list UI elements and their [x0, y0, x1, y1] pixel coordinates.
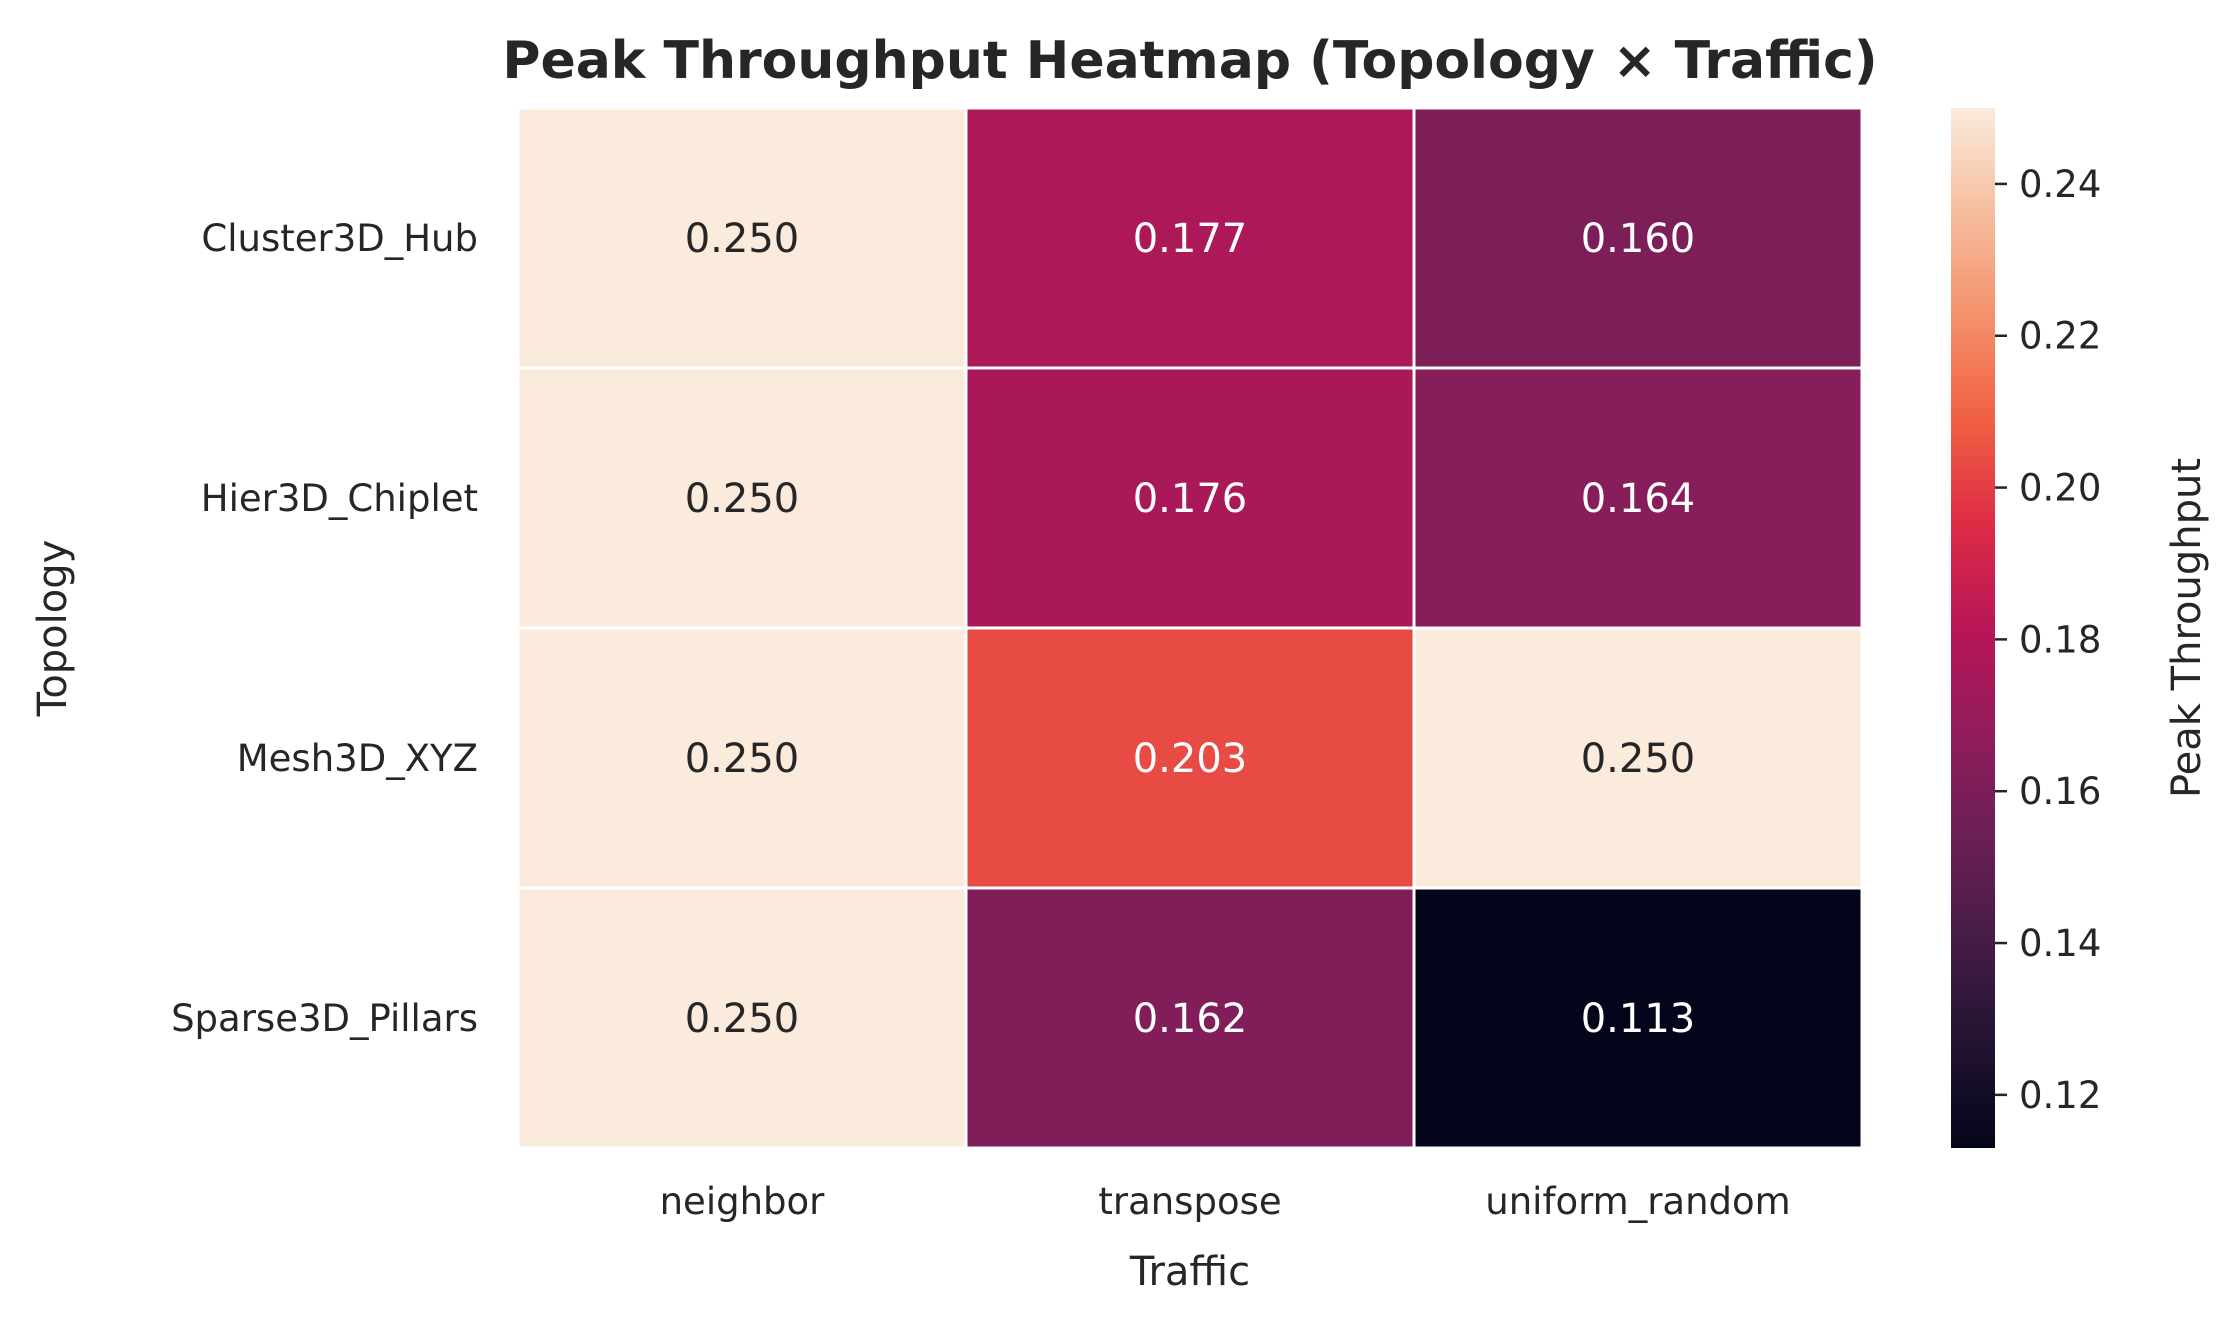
cell-value-label: 0.250	[685, 996, 800, 1042]
cell-value-label: 0.176	[1133, 476, 1248, 522]
cell-value-label: 0.203	[1133, 736, 1248, 782]
colorbar-ticks: 0.12 0.14 0.16 0.18 0.20 0.22 0.24	[1995, 163, 2101, 1117]
cell-value-label: 0.160	[1581, 216, 1696, 262]
cell-value-label: 0.164	[1581, 476, 1696, 522]
heatmap-cell	[1412, 886, 1864, 1150]
colorbar-tick-label: 0.16	[2019, 770, 2101, 813]
y-tick-label: Cluster3D_Hub	[201, 217, 478, 260]
heatmap-cells	[516, 106, 1864, 1150]
heatmap-cell-labels: 0.250 0.177 0.160 0.250 0.176 0.164 0.250 0.203…	[685, 216, 1696, 1042]
heatmap-cell	[516, 366, 968, 630]
heatmap-cell	[516, 886, 968, 1150]
colorbar-tick-label: 0.12	[2019, 1074, 2101, 1117]
cell-value-label: 0.177	[1133, 216, 1248, 262]
cell-value-label: 0.113	[1581, 996, 1696, 1042]
colorbar-tick-label: 0.20	[2019, 467, 2101, 510]
colorbar-tick-label: 0.14	[2019, 922, 2101, 965]
y-tick-label: Sparse3D_Pillars	[171, 997, 478, 1040]
heatmap-cell	[964, 366, 1416, 630]
colorbar-tick-label: 0.18	[2019, 618, 2101, 661]
cell-value-label: 0.250	[685, 736, 800, 782]
colorbar-tick-label: 0.24	[2019, 163, 2101, 206]
y-tick-label: Mesh3D_XYZ	[237, 737, 478, 780]
x-tick-label: neighbor	[660, 1180, 826, 1223]
y-tick-label: Hier3D_Chiplet	[201, 477, 478, 520]
heatmap-cell	[1412, 106, 1864, 370]
heatmap-cell	[516, 106, 968, 370]
x-tick-label: transpose	[1098, 1180, 1281, 1223]
colorbar	[1951, 108, 1995, 1148]
colorbar-tick-label: 0.22	[2019, 315, 2101, 358]
cell-value-label: 0.250	[1581, 736, 1696, 782]
heatmap-cell	[964, 626, 1416, 890]
heatmap-cell	[964, 106, 1416, 370]
y-tick-labels: Cluster3D_Hub Hier3D_Chiplet Mesh3D_XYZ Spa…	[171, 217, 478, 1040]
y-axis-label: Topology	[30, 540, 76, 718]
x-tick-labels: neighbor transpose uniform_random	[660, 1180, 1791, 1223]
heatmap-cell	[1412, 366, 1864, 630]
x-axis-label: Traffic	[1129, 1249, 1250, 1295]
cell-value-label: 0.162	[1133, 996, 1248, 1042]
colorbar-label: Peak Throughput	[2164, 458, 2210, 798]
cell-value-label: 0.250	[685, 216, 800, 262]
x-tick-label: uniform_random	[1485, 1180, 1790, 1223]
chart-title: Peak Throughput Heatmap (Topology × Traf…	[502, 31, 1877, 91]
cell-value-label: 0.250	[685, 476, 800, 522]
